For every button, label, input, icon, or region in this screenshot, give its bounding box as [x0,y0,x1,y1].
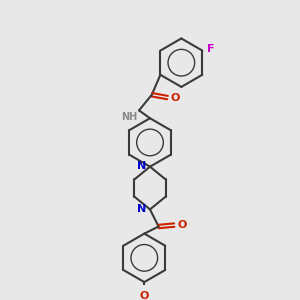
Text: O: O [177,220,186,230]
Text: O: O [140,291,149,300]
Text: NH: NH [121,112,138,122]
Text: N: N [137,161,146,171]
Text: F: F [207,44,214,54]
Text: O: O [170,93,180,103]
Text: N: N [137,204,146,214]
